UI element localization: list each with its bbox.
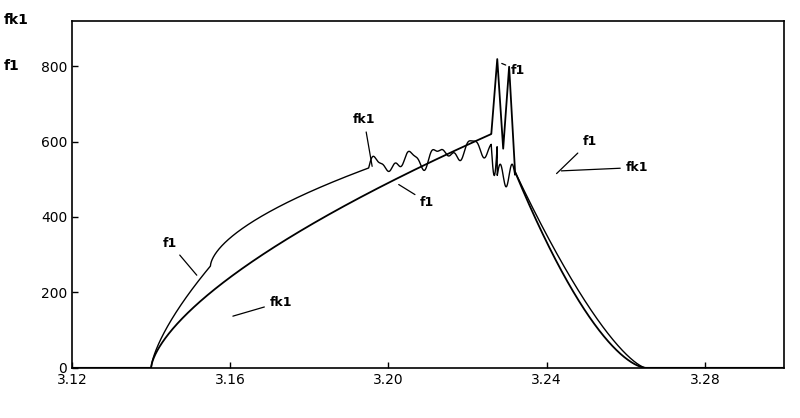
Text: f1: f1 (163, 237, 197, 275)
Text: f1: f1 (4, 59, 20, 72)
Text: fk1: fk1 (353, 113, 375, 166)
Text: fk1: fk1 (233, 296, 292, 316)
Text: fk1: fk1 (4, 13, 29, 26)
Text: f1: f1 (502, 64, 526, 76)
Text: f1: f1 (557, 135, 597, 173)
Text: f1: f1 (398, 184, 434, 209)
Text: fk1: fk1 (562, 161, 648, 174)
